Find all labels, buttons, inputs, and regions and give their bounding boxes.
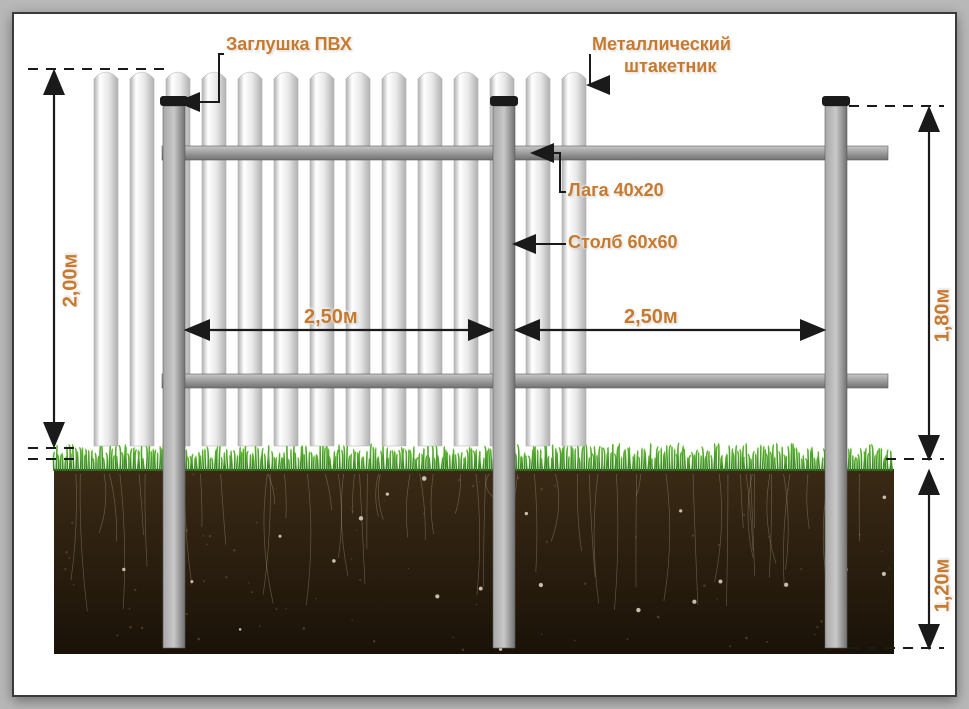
label-pick: Металлический: [592, 34, 731, 55]
diagram-frame: Заглушка ПВХ Металлический штакетник Лаг…: [12, 12, 957, 697]
label-rail: Лага 40х20: [568, 180, 664, 201]
label-post: Столб 60х60: [568, 232, 678, 253]
dim-h-total: 2,00м: [59, 254, 82, 308]
label-pick2: штакетник: [624, 56, 716, 77]
dim-span2: 2,50м: [624, 306, 678, 329]
dim-h-above: 1,80м: [931, 289, 954, 343]
label-cap: Заглушка ПВХ: [226, 34, 352, 55]
diagram-svg: [14, 14, 959, 699]
dim-span1: 2,50м: [304, 306, 358, 329]
dim-h-below: 1,20м: [931, 559, 954, 613]
